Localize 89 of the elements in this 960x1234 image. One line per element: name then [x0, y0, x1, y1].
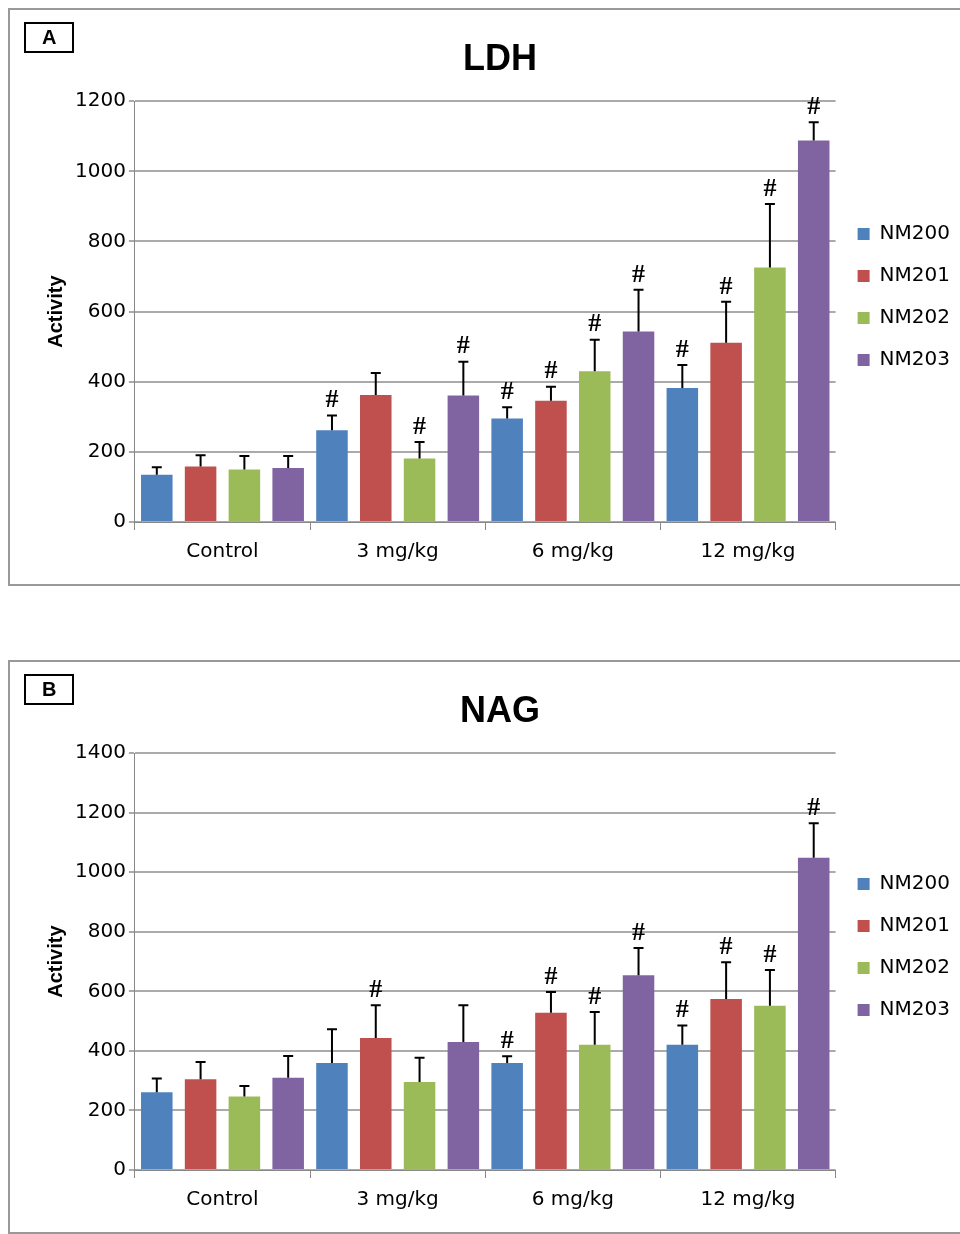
bar: [666, 388, 699, 521]
y-tick-label: 600: [87, 297, 126, 322]
data-label: #: [807, 791, 821, 821]
bar: [184, 466, 217, 521]
x-tick-label: 12 mg/kg: [700, 1186, 796, 1211]
bar: [622, 975, 655, 1169]
legend-label: NM201: [879, 262, 950, 287]
text: A: [24, 22, 75, 53]
x-tick-label: Control: [186, 538, 259, 563]
y-axis-title: Activity: [43, 274, 66, 348]
data-label: #: [413, 410, 427, 440]
y-tick-label: 200: [87, 438, 126, 463]
x-tick-label: 12 mg/kg: [700, 538, 796, 563]
bar: [403, 1081, 436, 1169]
y-tick-label: 1400: [74, 739, 126, 764]
data-label: #: [632, 916, 646, 946]
bar: [754, 1005, 786, 1169]
data-label: #: [500, 1024, 514, 1054]
x-tick-label: 6 mg/kg: [531, 538, 614, 563]
bar: [360, 395, 392, 521]
data-label: #: [456, 330, 470, 360]
bar: [666, 1044, 699, 1169]
legend-label: NM202: [879, 954, 950, 979]
data-label: #: [500, 376, 514, 406]
bar: [710, 999, 742, 1169]
bar: [535, 400, 567, 521]
y-tick-label: 400: [87, 367, 126, 392]
y-tick-label: 400: [87, 1037, 126, 1062]
y-tick-label: 800: [87, 918, 126, 943]
y-tick-label: 1200: [74, 798, 126, 823]
data-label: #: [588, 980, 602, 1010]
bar: [403, 458, 436, 521]
data-label: #: [763, 938, 777, 968]
bar: [710, 342, 742, 521]
data-label: #: [763, 172, 777, 202]
bar: [797, 857, 830, 1169]
bar: [491, 1063, 523, 1169]
y-tick-label: 0: [113, 1156, 126, 1181]
data-label: #: [369, 974, 383, 1004]
bar: [578, 1044, 611, 1169]
bar: [797, 140, 830, 521]
bar: [622, 331, 655, 521]
legend-label: NM200: [879, 870, 950, 895]
data-label: #: [719, 930, 733, 960]
bar: [141, 474, 173, 521]
bar: [228, 469, 261, 521]
bar: [228, 1096, 261, 1169]
legend-label: NM201: [879, 912, 950, 937]
text: B: [24, 674, 75, 705]
x-tick-label: 6 mg/kg: [531, 1186, 614, 1211]
bar: [272, 468, 304, 521]
chart-title: NAG: [460, 688, 540, 730]
bar: [272, 1077, 304, 1169]
bar: [535, 1012, 567, 1169]
bar: [754, 267, 786, 521]
data-label: #: [632, 258, 646, 288]
y-tick-label: 0: [113, 508, 126, 533]
y-tick-label: 1000: [74, 157, 126, 182]
bar: [316, 1063, 348, 1169]
bar: [447, 1041, 480, 1169]
x-tick-label: Control: [186, 1186, 259, 1211]
y-tick-label: 200: [87, 1096, 126, 1121]
bar: [578, 371, 611, 521]
y-axis-title: Activity: [43, 924, 66, 998]
data-label: #: [325, 384, 339, 414]
bar: [316, 430, 348, 521]
y-tick-label: 600: [87, 977, 126, 1002]
chart-title: LDH: [463, 36, 537, 78]
bar: [184, 1079, 217, 1169]
y-tick-label: 1000: [74, 858, 126, 883]
legend-label: NM200: [879, 220, 950, 245]
data-label: #: [719, 270, 733, 300]
data-label: #: [544, 355, 558, 385]
legend-label: NM203: [879, 996, 950, 1021]
y-tick-label: 800: [87, 227, 126, 252]
data-label: #: [675, 333, 689, 363]
legend-label: NM203: [879, 346, 950, 371]
x-tick-label: 3 mg/kg: [356, 1186, 439, 1211]
data-label: #: [675, 994, 689, 1024]
legend-label: NM202: [879, 304, 950, 329]
data-label: #: [588, 308, 602, 338]
y-tick-label: 1200: [74, 87, 126, 112]
data-label: #: [807, 90, 821, 120]
bar: [360, 1038, 392, 1169]
x-tick-label: 3 mg/kg: [356, 538, 439, 563]
data-label: #: [544, 960, 558, 990]
bar: [141, 1092, 173, 1169]
bar: [491, 418, 523, 521]
bar: [447, 395, 480, 521]
